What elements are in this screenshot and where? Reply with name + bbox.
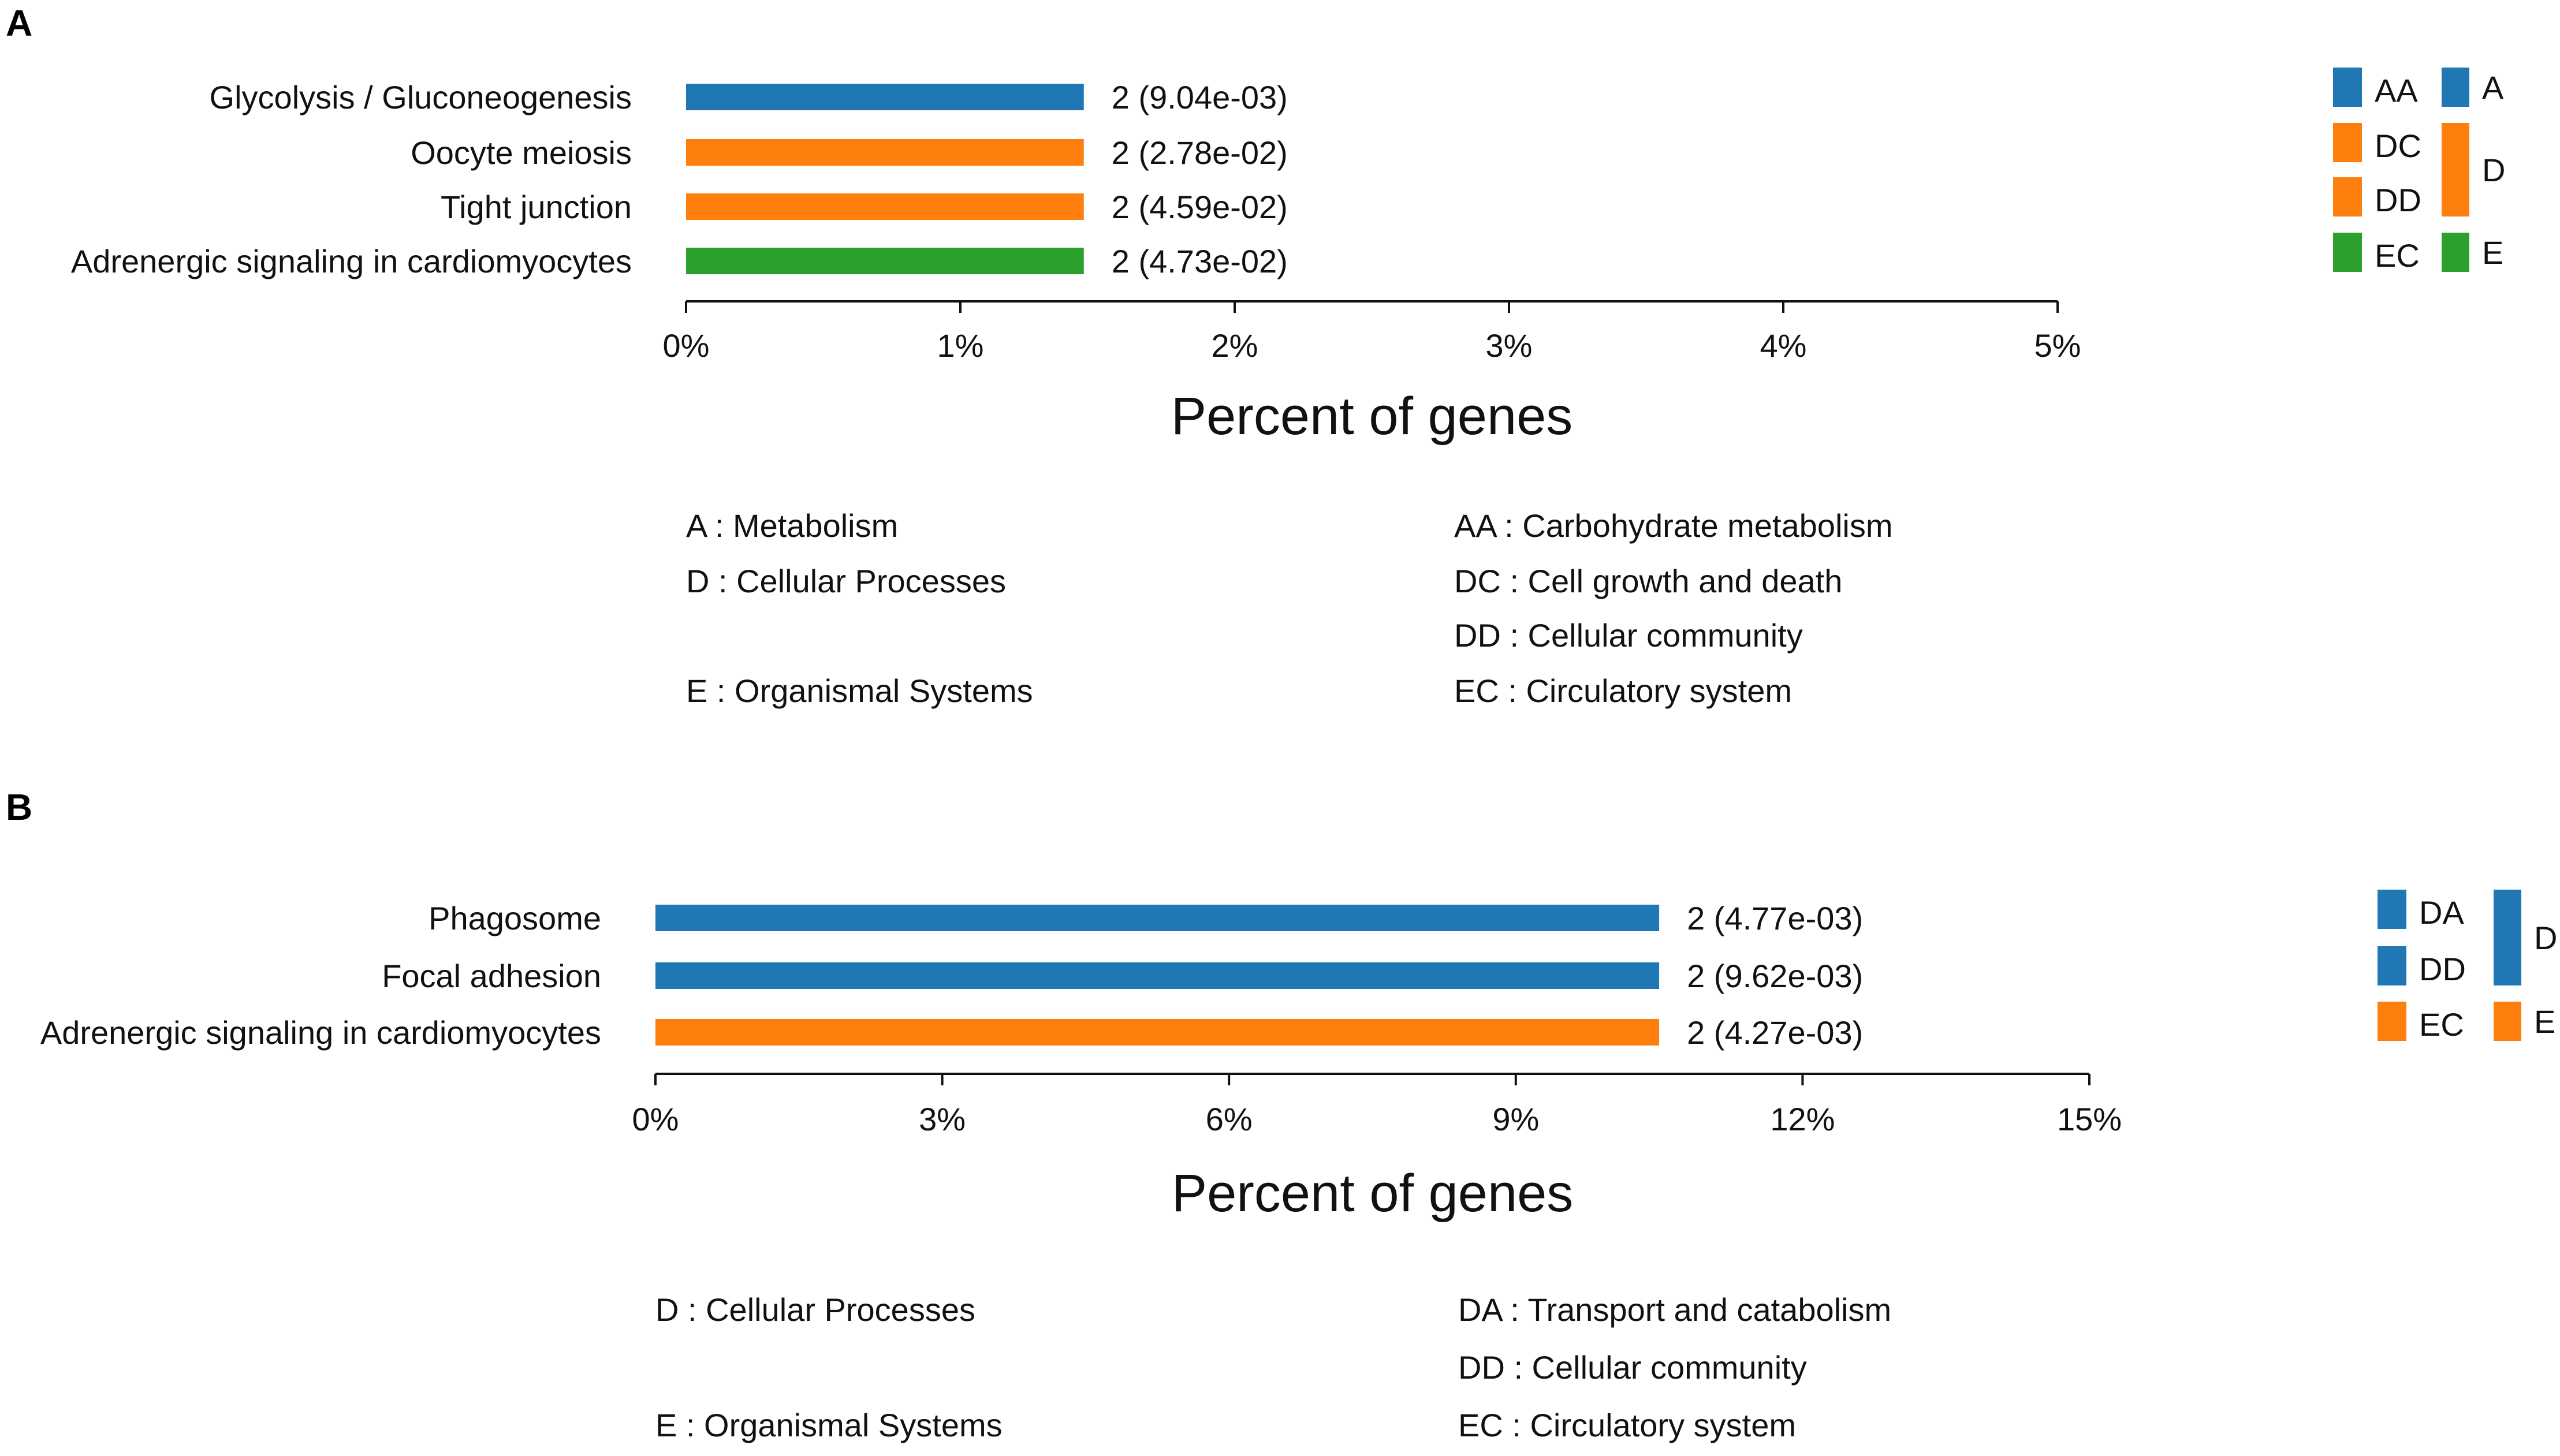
legend-label: DC (2375, 128, 2421, 164)
x-tick-label: 2% (1212, 327, 1258, 364)
x-tick-label: 1% (937, 327, 984, 364)
bar (686, 193, 1084, 220)
x-tick-label: 0% (663, 327, 710, 364)
legend-label: EC (2419, 1006, 2464, 1043)
bar (655, 962, 1660, 989)
key-text-right: EC : Circulatory system (1458, 1407, 1796, 1443)
legend-swatch (2333, 68, 2362, 107)
legend-swatch (2378, 1002, 2406, 1041)
legend-class-swatch (2442, 233, 2469, 272)
x-axis-title: Percent of genes (1171, 387, 1573, 446)
x-tick-label: 3% (919, 1101, 966, 1137)
category-label: Tight junction (441, 189, 632, 225)
legend-class-swatch (2494, 890, 2521, 985)
key-text-right: DC : Cell growth and death (1454, 563, 1842, 599)
panel-letter: B (6, 786, 32, 828)
key-text-left: E : Organismal Systems (655, 1407, 1003, 1443)
bar-value-label: 2 (4.59e-02) (1112, 189, 1288, 225)
key-text-left: E : Organismal Systems (686, 673, 1033, 709)
category-label: Focal adhesion (382, 958, 601, 994)
legend-class-label: D (2482, 152, 2505, 188)
x-tick-label: 6% (1206, 1101, 1253, 1137)
bar (686, 139, 1084, 166)
legend-label: DD (2375, 182, 2421, 218)
x-tick-label: 5% (2034, 327, 2081, 364)
bar-value-label: 2 (9.04e-03) (1112, 79, 1288, 115)
key-text-left: D : Cellular Processes (686, 563, 1006, 599)
x-axis-title: Percent of genes (1172, 1164, 1574, 1223)
x-tick-label: 0% (632, 1101, 679, 1137)
legend-swatch (2378, 946, 2406, 985)
x-tick-label: 12% (1770, 1101, 1835, 1137)
bar (655, 905, 1660, 931)
legend-class-label: E (2482, 234, 2503, 271)
panel-a: A Glycolysis / Gluconeogenesis 2 (9.04e-03… (6, 2, 2505, 709)
key-text-right: DD : Cellular community (1454, 617, 1803, 654)
bar (686, 248, 1084, 274)
bar-value-label: 2 (9.62e-03) (1687, 958, 1863, 994)
x-tick-label: 3% (1486, 327, 1533, 364)
x-tick-label: 9% (1492, 1101, 1539, 1137)
legend-class-swatch (2442, 68, 2469, 107)
key-text-right: AA : Carbohydrate metabolism (1454, 507, 1892, 544)
category-label: Adrenergic signaling in cardiomyocytes (40, 1014, 601, 1051)
legend-class-swatch (2442, 123, 2469, 216)
category-label: Adrenergic signaling in cardiomyocytes (71, 243, 632, 279)
legend-label: EC (2375, 237, 2420, 274)
category-label: Glycolysis / Gluconeogenesis (210, 79, 632, 115)
panel-letter: A (6, 2, 32, 44)
x-tick-label: 4% (1760, 327, 1807, 364)
key-text-left: D : Cellular Processes (655, 1291, 975, 1328)
key-text-right: EC : Circulatory system (1454, 673, 1792, 709)
bar-value-label: 2 (4.73e-02) (1112, 243, 1288, 279)
category-label: Phagosome (428, 900, 601, 936)
bar-value-label: 2 (2.78e-02) (1112, 135, 1288, 171)
legend-swatch (2333, 233, 2362, 272)
legend-class-swatch (2494, 1002, 2521, 1041)
bar (655, 1019, 1660, 1046)
legend-swatch (2378, 890, 2406, 929)
key-text-left: A : Metabolism (686, 507, 898, 544)
x-tick-label: 15% (2057, 1101, 2122, 1137)
bar-value-label: 2 (4.27e-03) (1687, 1014, 1863, 1051)
key-text-right: DD : Cellular community (1458, 1349, 1807, 1386)
bar-value-label: 2 (4.77e-03) (1687, 900, 1863, 936)
legend-class-label: D (2534, 920, 2557, 956)
legend-class-label: A (2482, 69, 2504, 106)
legend-label: DD (2419, 951, 2466, 987)
legend-swatch (2333, 177, 2362, 216)
legend-label: AA (2375, 72, 2418, 109)
bar (686, 84, 1084, 110)
key-text-right: DA : Transport and catabolism (1458, 1291, 1891, 1328)
legend-label: DA (2419, 894, 2464, 931)
category-label: Oocyte meiosis (411, 135, 632, 171)
legend-class-label: E (2534, 1003, 2555, 1040)
panel-b: B Phagosome 2 (4.77e-03) Focal adhesion 2 (9… (6, 786, 2557, 1443)
legend-swatch (2333, 123, 2362, 162)
